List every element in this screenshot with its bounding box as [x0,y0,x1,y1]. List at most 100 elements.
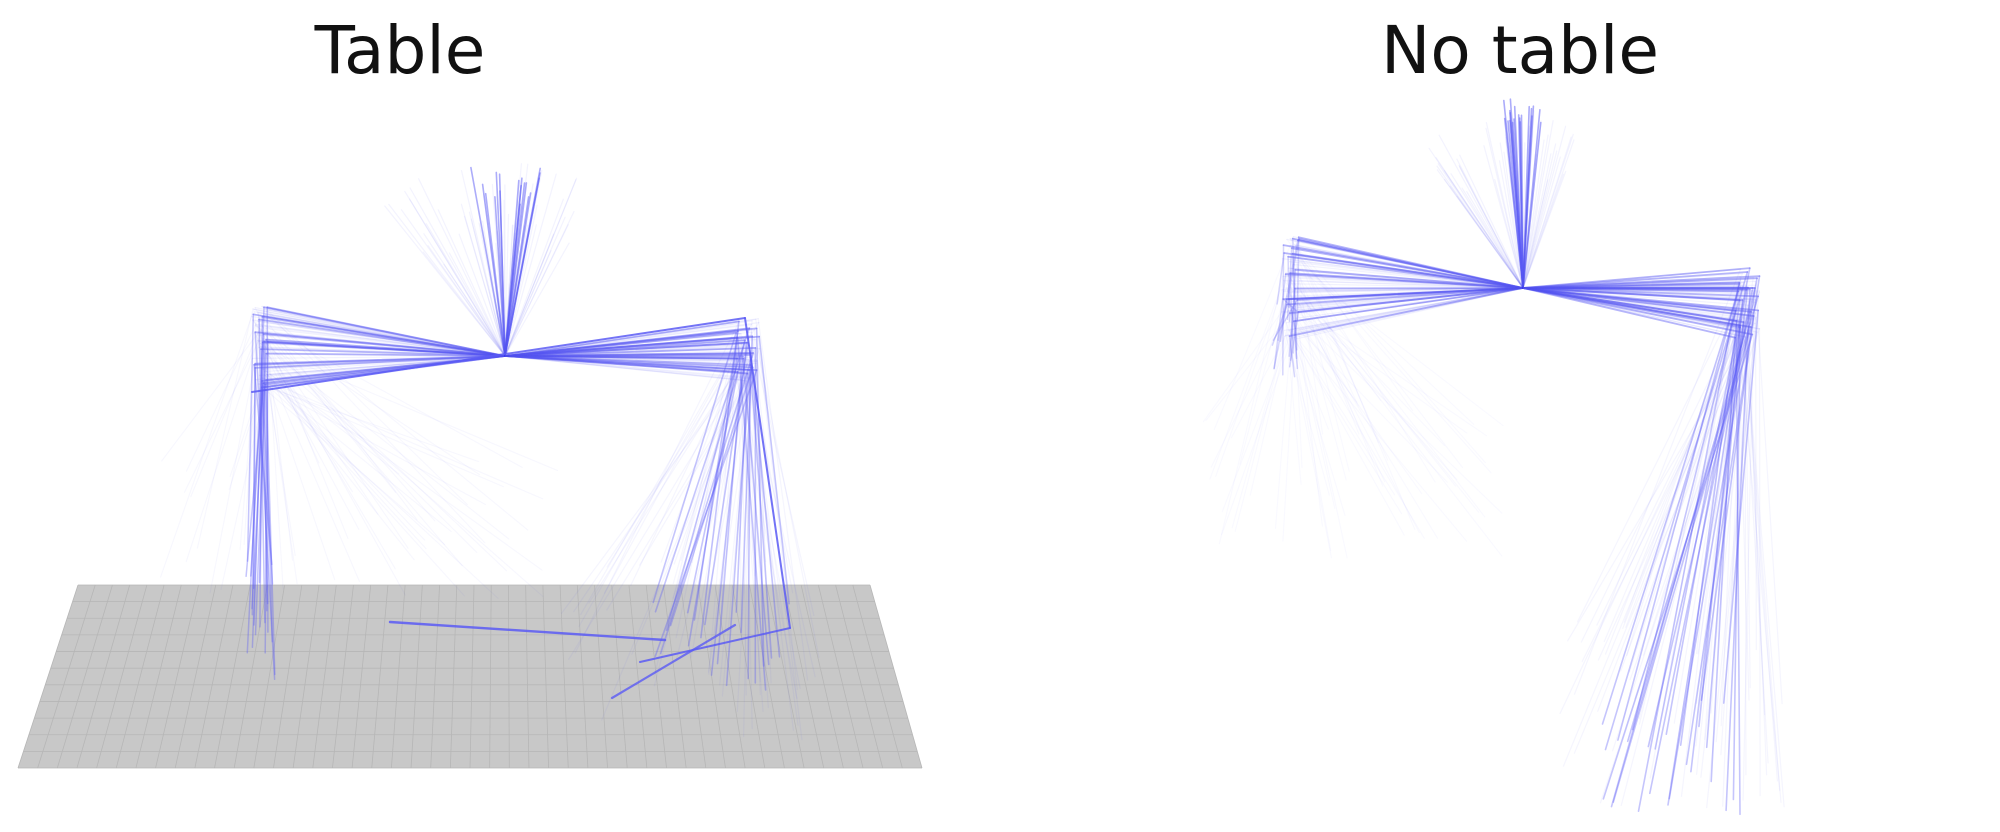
table-grid-line [174,584,217,769]
right-arm-trajectory-line [1522,287,1738,330]
left-forearm-trajectory-line [264,383,274,643]
right-arm-trajectory-line [1522,287,1756,324]
right-forearm-trajectory-line [1617,282,1741,741]
left-forearm-trajectory-line [1288,311,1300,368]
head-trajectory-line [460,170,506,357]
left-forearm-trajectory-line [161,331,260,462]
head-trajectory-line [504,216,566,357]
right-forearm-trajectory-line [735,353,764,712]
head-trajectory-line [1522,120,1532,289]
table-grid-line [576,584,589,769]
right-forearm-trajectory-line [1679,299,1741,747]
right-forearm-trajectory-line [603,323,753,594]
table-grid-line [749,584,785,769]
head-trajectory-line [504,167,542,357]
table-grid-line [559,584,569,769]
right-arm-trajectory-line [1522,287,1754,314]
right-forearm-trajectory-line [735,372,749,613]
head-trajectory-line [427,245,506,357]
left-forearm-trajectory-line [1285,287,1439,539]
right-arm-trajectory-line [1522,287,1737,312]
right-forearm-trajectory-line [1654,267,1751,750]
right-forearm-trajectory-line [1743,291,1751,689]
right-arm-trajectory-line [1522,281,1741,289]
right-forearm-trajectory-line [707,377,755,673]
left-arm-trajectory-line [1287,255,1524,289]
left-forearm-trajectory-line [260,342,510,540]
panel-no-table: No table [1000,0,2000,832]
right-forearm-trajectory-line [1648,287,1754,795]
left-arm-trajectory-line [266,306,506,357]
right-forearm-trajectory-line [693,330,739,621]
right-forearm-trajectory-line [740,335,754,634]
head-trajectory-line [504,198,564,357]
right-arm-trajectory-line [504,355,742,381]
left-forearm-trajectory-line [1288,298,1296,330]
left-forearm-trajectory-line [1288,256,1384,487]
left-forearm-trajectory-line [263,381,499,599]
left-forearm-trajectory-line [1277,239,1299,341]
right-arm-trajectory-line [1522,287,1760,292]
left-forearm-trajectory-line [1230,334,1287,439]
head-trajectory-line [400,209,506,357]
head-trajectory-line [418,178,506,357]
left-forearm-trajectory-line [1288,287,1296,357]
right-arm-trajectory-line [504,338,757,357]
head-trajectory-line [425,223,506,357]
left-forearm-trajectory-line [255,323,409,549]
left-forearm-trajectory-line [254,307,349,539]
outlier-trajectory-line [744,317,791,629]
left-forearm-trajectory-line [258,318,266,624]
table-grid-line [697,584,726,769]
left-forearm-trajectory-line [1213,244,1291,430]
left-arm-trajectory-line [261,341,506,357]
left-arm-trajectory-line [1293,263,1524,289]
head-trajectory-line [460,203,506,357]
right-arm-trajectory-line [504,355,758,361]
right-arm-trajectory-line [504,355,753,374]
left-arm-trajectory-line [1291,283,1524,289]
table-grid-line [714,584,746,769]
right-forearm-trajectory-line [631,347,761,655]
left-forearm-trajectory-line [257,311,298,585]
left-arm-trajectory-line [267,322,506,357]
head-trajectory-line [504,173,557,357]
left-forearm-trajectory-line [1285,322,1332,559]
right-arm-trajectory-line [504,350,755,357]
left-arm-trajectory-line [1289,238,1524,289]
right-arm-trajectory-line [1522,287,1744,302]
right-forearm-trajectory-line [1700,315,1755,702]
head-trajectory-line [409,198,506,357]
left-forearm-trajectory-line [246,313,255,562]
head-trajectory-line [443,263,506,357]
right-arm-trajectory-line [504,341,748,357]
head-trajectory-line [1522,120,1542,289]
right-forearm-trajectory-line [1745,278,1768,776]
left-arm-trajectory-line [1290,239,1524,289]
left-arm-trajectory-line [257,340,506,357]
right-arm-trajectory-line [504,345,748,357]
right-forearm-trajectory-line [568,353,755,660]
right-arm-trajectory-line [1522,287,1757,318]
right-arm-trajectory-line [504,331,737,357]
head-trajectory-line [504,225,525,357]
head-trajectory-line [1522,156,1561,289]
right-arm-trajectory-line [1522,287,1746,338]
left-forearm-trajectory-line [1299,260,1475,425]
right-forearm-trajectory-line [753,329,772,684]
right-arm-trajectory-line [1522,287,1743,321]
left-arm-trajectory-line [265,355,506,365]
left-arm-trajectory-line [261,305,506,357]
table-grid-line [783,584,825,769]
right-forearm-trajectory-line [1746,336,1766,716]
right-forearm-trajectory-line [639,378,751,566]
right-arm-trajectory-line [504,355,743,362]
right-arm-trajectory-line [504,330,739,357]
table-surface [18,585,922,768]
head-trajectory-line [463,215,506,357]
left-forearm-trajectory-line [260,348,269,605]
left-forearm-trajectory-line [257,383,480,463]
left-forearm-trajectory-line [262,339,478,553]
left-forearm-trajectory-line [209,317,265,594]
table-grid-line [594,584,608,769]
